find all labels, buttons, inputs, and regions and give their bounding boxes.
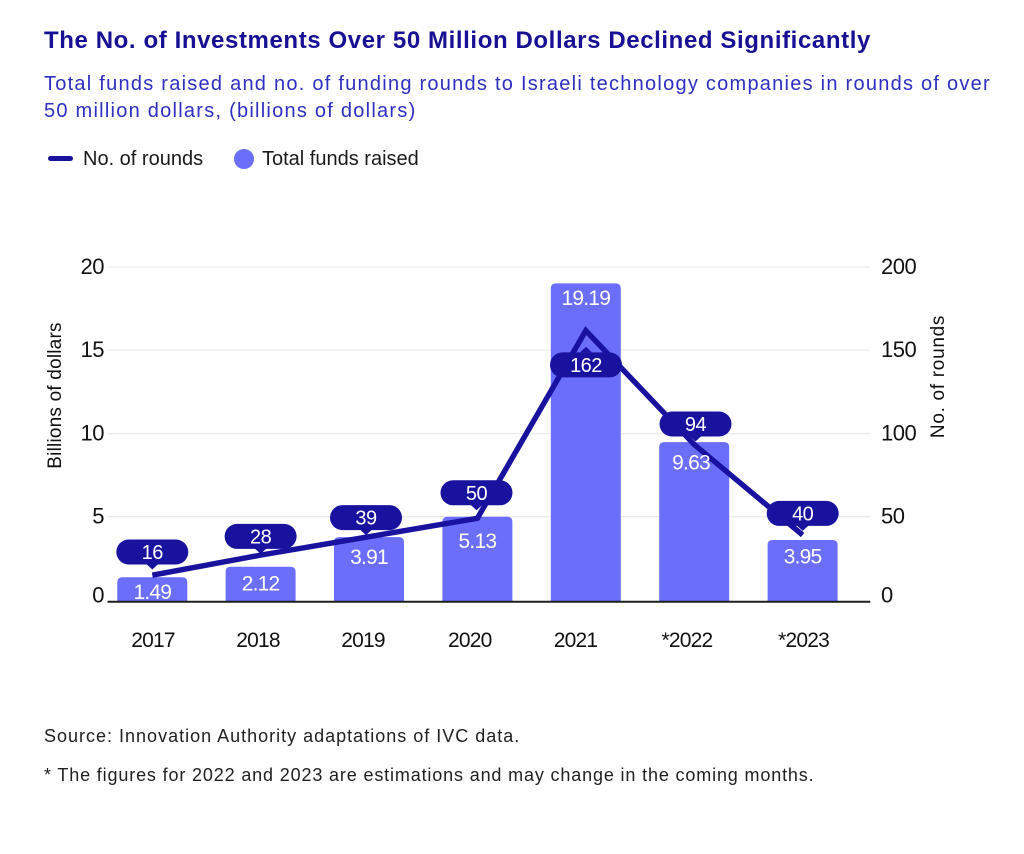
svg-text:2020: 2020 [448, 629, 492, 652]
svg-text:39: 39 [355, 508, 377, 530]
svg-text:*2023: *2023 [778, 629, 829, 652]
svg-text:100: 100 [881, 421, 916, 446]
svg-text:5.13: 5.13 [459, 530, 497, 553]
svg-text:50: 50 [466, 483, 488, 505]
svg-text:2019: 2019 [341, 629, 385, 652]
svg-text:3.91: 3.91 [350, 546, 388, 569]
svg-text:50: 50 [881, 504, 905, 529]
svg-text:2018: 2018 [236, 629, 280, 652]
svg-text:20: 20 [81, 254, 105, 279]
svg-text:2021: 2021 [554, 629, 598, 652]
svg-text:No. of rounds: No. of rounds [928, 315, 949, 438]
svg-text:0: 0 [92, 583, 104, 608]
svg-text:*2022: *2022 [662, 629, 713, 652]
svg-text:200: 200 [881, 254, 916, 279]
svg-text:1.49: 1.49 [133, 581, 171, 604]
svg-text:10: 10 [81, 421, 105, 446]
svg-text:9.63: 9.63 [672, 452, 710, 475]
svg-text:16: 16 [142, 542, 164, 564]
svg-text:5: 5 [92, 504, 104, 529]
svg-text:94: 94 [685, 414, 707, 436]
svg-text:15: 15 [81, 337, 105, 362]
svg-text:2017: 2017 [131, 629, 175, 652]
svg-text:3.95: 3.95 [784, 546, 822, 569]
svg-text:40: 40 [792, 503, 814, 525]
svg-text:150: 150 [881, 337, 916, 362]
svg-text:28: 28 [250, 526, 272, 548]
svg-text:19.19: 19.19 [562, 287, 611, 310]
svg-text:0: 0 [881, 583, 893, 608]
svg-text:2.12: 2.12 [242, 573, 280, 596]
svg-text:162: 162 [570, 355, 602, 377]
svg-text:Billions of dollars: Billions of dollars [45, 322, 66, 468]
